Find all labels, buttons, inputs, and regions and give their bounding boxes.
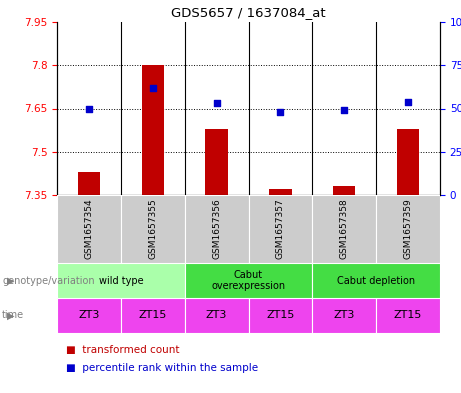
Text: GSM1657358: GSM1657358	[340, 198, 349, 259]
Bar	[142, 65, 164, 195]
Bar	[121, 195, 185, 263]
Text: GSM1657357: GSM1657357	[276, 198, 285, 259]
Bar	[313, 263, 440, 298]
Title: GDS5657 / 1637084_at: GDS5657 / 1637084_at	[171, 6, 326, 19]
Text: ■  percentile rank within the sample: ■ percentile rank within the sample	[66, 363, 258, 373]
Bar	[206, 129, 228, 195]
Point	[213, 100, 220, 107]
Bar	[248, 195, 313, 263]
Text: Cabut
overexpression: Cabut overexpression	[212, 270, 285, 291]
Text: genotype/variation: genotype/variation	[2, 275, 95, 285]
Bar	[185, 263, 313, 298]
Bar	[78, 172, 100, 195]
Point	[149, 84, 156, 91]
Bar	[333, 186, 355, 195]
Text: Cabut depletion: Cabut depletion	[337, 275, 415, 285]
Text: ZT15: ZT15	[139, 310, 167, 321]
Bar	[397, 129, 419, 195]
Text: GSM1657355: GSM1657355	[148, 198, 157, 259]
Bar	[185, 195, 248, 263]
Bar	[248, 298, 313, 333]
Text: ZT3: ZT3	[206, 310, 227, 321]
Text: ■  transformed count: ■ transformed count	[66, 345, 180, 355]
Text: ZT15: ZT15	[394, 310, 422, 321]
Text: GSM1657359: GSM1657359	[403, 198, 413, 259]
Point	[277, 109, 284, 115]
Text: time: time	[2, 310, 24, 321]
Bar	[313, 298, 376, 333]
Text: GSM1657354: GSM1657354	[84, 199, 94, 259]
Text: ZT3: ZT3	[78, 310, 100, 321]
Bar	[121, 298, 185, 333]
Bar	[376, 298, 440, 333]
Text: wild type: wild type	[99, 275, 143, 285]
Bar	[57, 195, 121, 263]
Bar	[185, 298, 248, 333]
Point	[404, 98, 412, 105]
Point	[341, 107, 348, 113]
Bar	[57, 298, 121, 333]
Point	[85, 105, 93, 112]
Text: ZT3: ZT3	[334, 310, 355, 321]
Text: ▶: ▶	[7, 275, 14, 285]
Bar	[57, 263, 185, 298]
Bar	[313, 195, 376, 263]
Bar	[376, 195, 440, 263]
Text: ▶: ▶	[7, 310, 14, 321]
Bar	[269, 189, 292, 195]
Text: GSM1657356: GSM1657356	[212, 198, 221, 259]
Text: ZT15: ZT15	[266, 310, 295, 321]
